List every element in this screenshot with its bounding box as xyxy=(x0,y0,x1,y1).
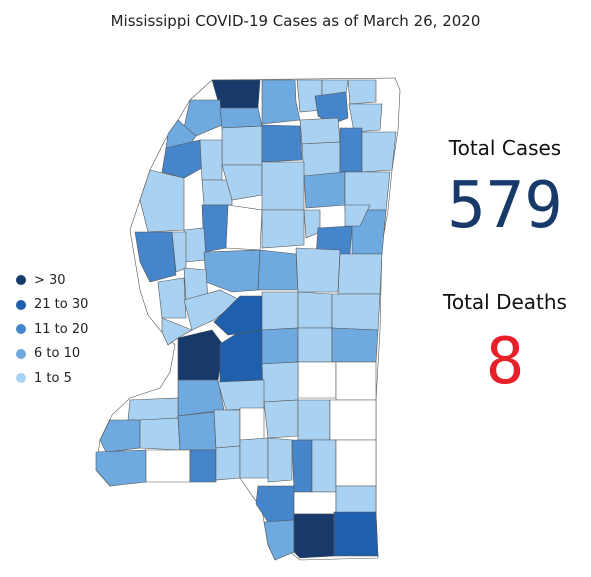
county xyxy=(183,99,223,137)
legend-item: 6 to 10 xyxy=(16,342,88,367)
legend-item: 1 to 5 xyxy=(16,366,88,391)
county xyxy=(335,485,377,515)
county xyxy=(344,204,371,227)
county xyxy=(293,513,335,559)
county xyxy=(348,103,383,133)
county xyxy=(134,231,177,283)
legend-swatch xyxy=(16,324,26,335)
county xyxy=(299,117,341,145)
county xyxy=(261,161,305,211)
county xyxy=(311,439,337,493)
legend-item: 21 to 30 xyxy=(16,293,88,318)
county xyxy=(344,171,391,211)
county xyxy=(199,139,223,181)
legend-label: 11 to 20 xyxy=(34,321,89,337)
legend: > 30 21 to 30 11 to 20 6 to 10 1 to 5 xyxy=(16,268,88,391)
county xyxy=(139,169,185,233)
county xyxy=(161,317,193,346)
county xyxy=(297,327,333,363)
legend-label: 1 to 5 xyxy=(34,370,72,386)
county xyxy=(201,179,233,206)
county xyxy=(189,449,217,483)
county xyxy=(267,437,293,483)
map-title: Mississippi COVID-19 Cases as of March 2… xyxy=(110,12,481,30)
county xyxy=(263,519,295,561)
county xyxy=(329,399,377,441)
county xyxy=(331,327,379,363)
county xyxy=(331,293,381,331)
county xyxy=(157,277,187,319)
county xyxy=(219,107,263,129)
legend-label: 21 to 30 xyxy=(34,297,89,313)
county xyxy=(293,491,337,515)
county xyxy=(333,511,379,557)
legend-swatch xyxy=(16,348,26,359)
county xyxy=(221,125,263,166)
county xyxy=(177,411,217,451)
county xyxy=(314,91,349,125)
total-deaths-value: 8 xyxy=(485,325,525,399)
county xyxy=(339,127,363,173)
county xyxy=(99,419,141,453)
county xyxy=(177,329,225,381)
legend-swatch xyxy=(16,275,26,286)
county xyxy=(303,171,346,209)
county xyxy=(261,291,299,331)
county xyxy=(335,361,377,401)
county xyxy=(139,417,181,451)
legend-label: 6 to 10 xyxy=(34,346,81,362)
total-deaths-label: Total Deaths xyxy=(443,290,567,314)
county xyxy=(255,485,295,523)
legend-item: > 30 xyxy=(16,268,88,293)
county xyxy=(291,439,313,493)
legend-item: 11 to 20 xyxy=(16,317,88,342)
county xyxy=(217,379,265,411)
county xyxy=(337,253,383,295)
county xyxy=(145,449,191,483)
county xyxy=(261,327,299,365)
county xyxy=(295,247,341,293)
county xyxy=(361,131,397,173)
county xyxy=(297,399,331,441)
county xyxy=(239,407,265,441)
county xyxy=(95,449,147,487)
county xyxy=(297,361,337,399)
county xyxy=(215,445,241,481)
county xyxy=(263,399,299,439)
county xyxy=(261,361,299,403)
county xyxy=(297,291,333,329)
county xyxy=(261,124,303,163)
county xyxy=(261,209,305,249)
legend-swatch xyxy=(16,299,26,310)
county xyxy=(201,204,229,253)
county xyxy=(239,437,269,479)
county xyxy=(161,139,203,179)
county xyxy=(335,439,377,487)
county xyxy=(301,141,341,177)
total-cases-label: Total Cases xyxy=(448,136,562,160)
county xyxy=(257,249,299,291)
county xyxy=(225,204,263,251)
legend-swatch xyxy=(16,373,26,384)
county xyxy=(261,79,301,125)
county xyxy=(213,409,241,449)
county xyxy=(347,79,377,105)
county xyxy=(183,227,207,263)
legend-label: > 30 xyxy=(34,272,66,288)
county xyxy=(127,397,179,421)
total-cases-value: 579 xyxy=(447,169,563,243)
